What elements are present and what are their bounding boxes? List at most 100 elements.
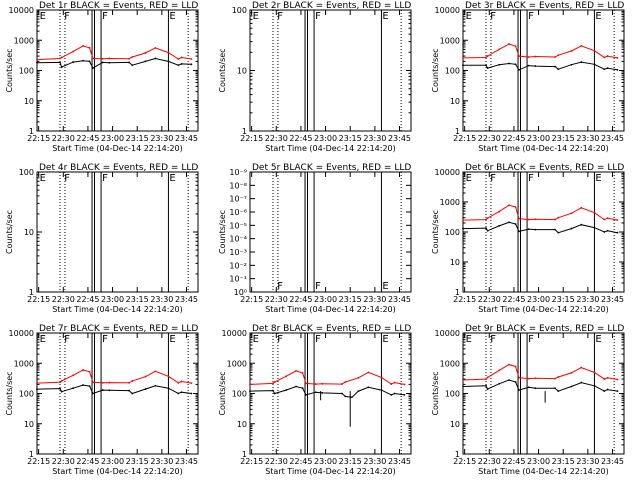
data-point bbox=[82, 384, 84, 386]
data-point bbox=[517, 55, 520, 57]
data-point bbox=[603, 390, 606, 393]
data-point bbox=[593, 371, 596, 374]
data-point bbox=[390, 383, 393, 385]
x-tick-label: 22:30 bbox=[478, 134, 501, 143]
y-tick-label: 10 bbox=[24, 97, 34, 106]
event-marker-f: F bbox=[102, 11, 108, 22]
x-tick-label: 22:30 bbox=[478, 295, 501, 304]
data-point bbox=[570, 371, 573, 374]
data-point bbox=[606, 388, 609, 391]
y-tick-label: 1000 bbox=[440, 198, 460, 207]
event-marker-e: E bbox=[382, 281, 388, 292]
y-tick-label: 10000 bbox=[435, 168, 460, 177]
x-tick-label: 22:45 bbox=[502, 134, 525, 143]
event-marker-f: F bbox=[277, 281, 283, 292]
y-tick-label: 10⁻⁴ bbox=[229, 235, 247, 244]
event-marker-f: F bbox=[490, 11, 496, 22]
data-point bbox=[88, 60, 91, 63]
plot-frame bbox=[36, 9, 199, 132]
x-tick-label: 23:15 bbox=[126, 457, 149, 466]
data-point bbox=[498, 369, 501, 372]
event-marker-f: F bbox=[315, 334, 321, 345]
y-axis-label: Counts/sec bbox=[218, 48, 227, 92]
y-tick-label: 1 bbox=[455, 288, 460, 297]
data-point bbox=[514, 223, 517, 225]
data-point bbox=[603, 218, 606, 221]
event-marker-f: F bbox=[277, 11, 283, 22]
data-point bbox=[108, 57, 111, 60]
data-point bbox=[128, 57, 130, 60]
data-point bbox=[486, 217, 489, 220]
x-tick-label: 23:45 bbox=[175, 134, 198, 143]
y-tick-label: 10⁰ bbox=[234, 288, 247, 297]
y-tick-label: 100 bbox=[19, 168, 34, 177]
data-point bbox=[154, 46, 157, 49]
x-tick-label: 22:30 bbox=[52, 457, 75, 466]
x-axis-label: Start Time (04-Dec-14 22:14:20) bbox=[52, 144, 183, 153]
plot-frame bbox=[36, 332, 199, 455]
y-tick-label: 100 bbox=[445, 390, 460, 399]
events-series-line bbox=[249, 385, 405, 398]
x-tick-label: 22:15 bbox=[240, 134, 263, 143]
data-point bbox=[60, 380, 63, 382]
data-point bbox=[154, 384, 157, 387]
data-point bbox=[380, 389, 383, 391]
x-tick-label: 23:15 bbox=[552, 134, 575, 143]
x-tick-label: 23:00 bbox=[527, 457, 550, 466]
x-tick-label: 23:45 bbox=[175, 457, 198, 466]
data-point bbox=[606, 229, 609, 232]
event-marker-f: F bbox=[64, 334, 70, 345]
data-point bbox=[498, 210, 501, 213]
x-tick-label: 22:30 bbox=[265, 134, 288, 143]
data-point bbox=[517, 230, 520, 233]
data-point bbox=[593, 63, 596, 66]
data-point bbox=[91, 381, 94, 384]
data-point bbox=[36, 61, 38, 64]
data-point bbox=[180, 391, 183, 394]
data-point bbox=[527, 386, 530, 389]
x-tick-label: 22:30 bbox=[265, 295, 288, 304]
data-point bbox=[144, 52, 147, 54]
panel-det-8: Det 8r BLACK = Events, RED = LLD 1 10 100 10… bbox=[218, 324, 412, 476]
y-axis-label: Counts/sec bbox=[431, 210, 440, 254]
data-point bbox=[101, 381, 104, 384]
data-point bbox=[527, 64, 530, 67]
y-tick-label: 1000 bbox=[14, 359, 34, 368]
event-marker-f: F bbox=[64, 11, 70, 22]
data-point bbox=[190, 58, 193, 60]
y-tick-label: 1000 bbox=[227, 359, 247, 368]
data-point bbox=[72, 374, 75, 377]
x-tick-label: 23:15 bbox=[339, 134, 362, 143]
data-point bbox=[486, 55, 489, 57]
data-point bbox=[59, 61, 61, 64]
data-point bbox=[60, 390, 63, 393]
data-point bbox=[72, 50, 75, 53]
event-marker-f: F bbox=[102, 334, 108, 345]
data-point bbox=[177, 381, 180, 384]
event-marker-f: F bbox=[64, 173, 70, 184]
data-point bbox=[60, 56, 63, 59]
panel-det-7: Det 7r BLACK = Events, RED = LLD 1 10 100 10… bbox=[5, 324, 199, 476]
data-point bbox=[190, 382, 193, 385]
x-tick-label: 22:15 bbox=[453, 457, 476, 466]
x-tick-label: 22:30 bbox=[478, 457, 501, 466]
data-point bbox=[301, 371, 304, 374]
data-point bbox=[616, 219, 619, 221]
y-tick-label: 1 bbox=[242, 127, 247, 136]
y-tick-label: 10⁻⁸ bbox=[229, 181, 247, 190]
x-tick-label: 22:45 bbox=[289, 134, 312, 143]
x-tick-label: 22:30 bbox=[52, 295, 75, 304]
y-axis-label: Counts/sec bbox=[431, 48, 440, 92]
data-point bbox=[344, 381, 347, 383]
data-point bbox=[285, 389, 288, 391]
panel-title: Det 7r BLACK = Events, RED = LLD bbox=[39, 324, 198, 334]
data-point bbox=[517, 389, 520, 391]
x-tick-label: 23:30 bbox=[363, 295, 386, 304]
event-marker-e: E bbox=[382, 11, 388, 22]
x-axis-label: Start Time (04-Dec-14 22:14:20) bbox=[478, 467, 609, 476]
data-point bbox=[167, 387, 170, 390]
data-point bbox=[59, 381, 61, 384]
x-tick-label: 22:15 bbox=[27, 457, 50, 466]
data-point bbox=[527, 218, 530, 221]
data-point bbox=[304, 393, 307, 396]
